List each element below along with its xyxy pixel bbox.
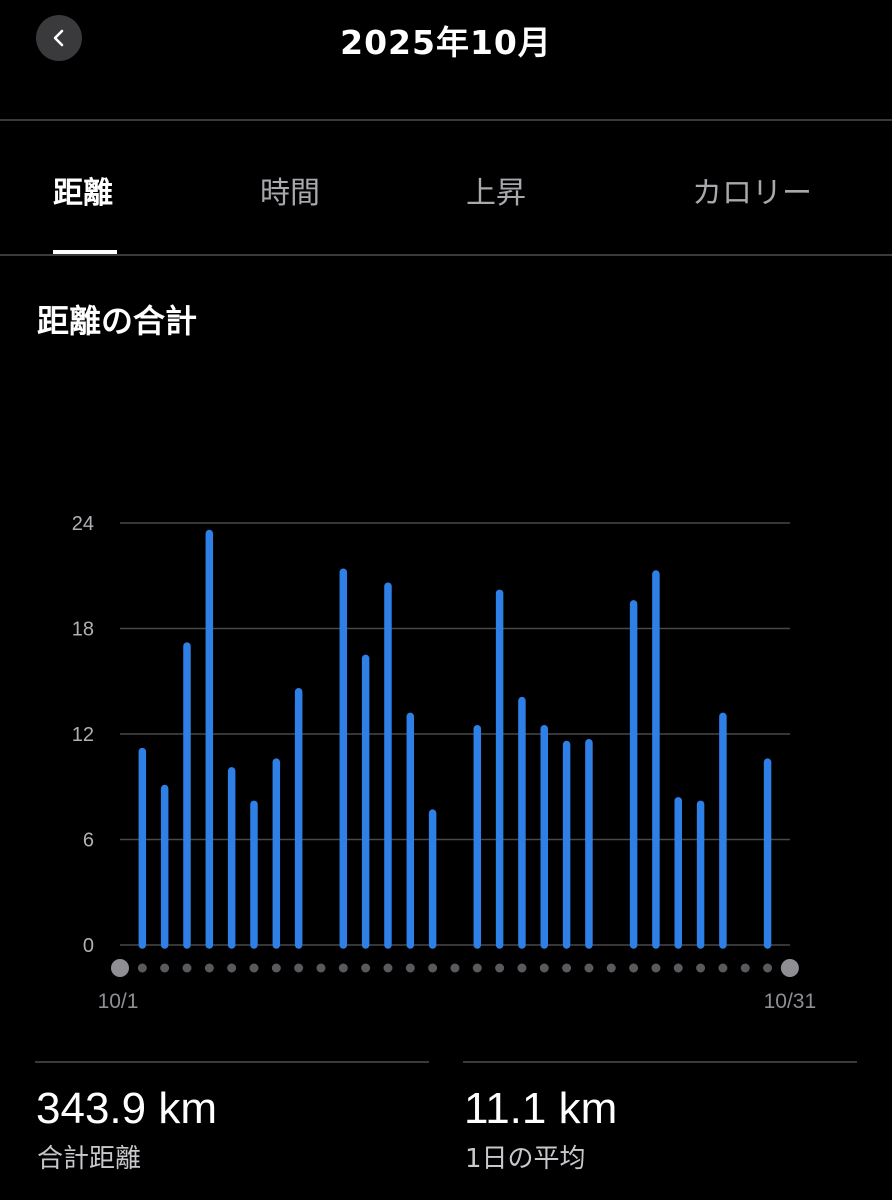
x-end-label: 10/31 [764, 990, 817, 1013]
day-endpoint-dot [111, 959, 129, 977]
day-dot [227, 963, 237, 973]
stat-divider-average [463, 1061, 857, 1063]
day-dot [696, 963, 706, 973]
tab-distance[interactable]: 距離 [53, 176, 113, 211]
day-dot [450, 963, 460, 973]
back-button[interactable] [36, 15, 82, 61]
day-dot [673, 963, 683, 973]
day-dot [428, 963, 438, 973]
distance-bar-chart: 0 6 12 18 24 10/1 10/31 [72, 513, 817, 1013]
day-dot [294, 963, 304, 973]
y-tick-label: 18 [72, 619, 94, 641]
day-dot [338, 963, 348, 973]
day-dot [495, 963, 505, 973]
day-dot [405, 963, 415, 973]
day-dot [160, 963, 170, 973]
total-distance-value: 343.9 km [36, 1084, 217, 1133]
day-dot [316, 963, 326, 973]
tab-elevation[interactable]: 上昇 [466, 176, 526, 211]
day-dot [383, 963, 393, 973]
total-distance-label: 合計距離 [37, 1144, 142, 1174]
day-dot [249, 963, 259, 973]
day-dot [472, 963, 482, 973]
section-title: 距離の合計 [37, 302, 198, 340]
average-distance-value: 11.1 km [464, 1084, 618, 1133]
day-dot [361, 963, 371, 973]
day-dot [718, 963, 728, 973]
day-dot [517, 963, 527, 973]
y-tick-label: 6 [83, 830, 94, 852]
day-dot [584, 963, 594, 973]
day-dot [740, 963, 750, 973]
y-tick-label: 12 [72, 724, 94, 746]
day-dot [204, 963, 214, 973]
day-dot [562, 963, 572, 973]
header-divider [0, 119, 892, 121]
day-dot [629, 963, 639, 973]
day-endpoint-dot [780, 959, 799, 977]
tabs-divider [0, 254, 892, 256]
page-title: 2025年10月 [340, 23, 552, 62]
active-tab-indicator [53, 250, 117, 254]
header: 2025年10月 [0, 0, 892, 120]
day-dot [651, 963, 661, 973]
y-tick-label: 0 [83, 935, 94, 957]
tab-time[interactable]: 時間 [260, 176, 320, 211]
tab-calories[interactable]: カロリー [692, 176, 812, 211]
tab-bar: 距離 時間 上昇 カロリー [0, 122, 892, 254]
y-tick-label: 24 [72, 513, 94, 535]
x-start-label: 10/1 [98, 990, 139, 1013]
day-dot [763, 963, 773, 973]
day-dot [137, 963, 147, 973]
average-distance-label: 1日の平均 [465, 1144, 586, 1174]
day-dot [539, 963, 549, 973]
stat-divider-total [35, 1061, 429, 1063]
day-dot [606, 963, 616, 973]
day-dot [271, 963, 281, 973]
day-dot [182, 963, 192, 973]
chevron-left-icon [53, 29, 64, 47]
